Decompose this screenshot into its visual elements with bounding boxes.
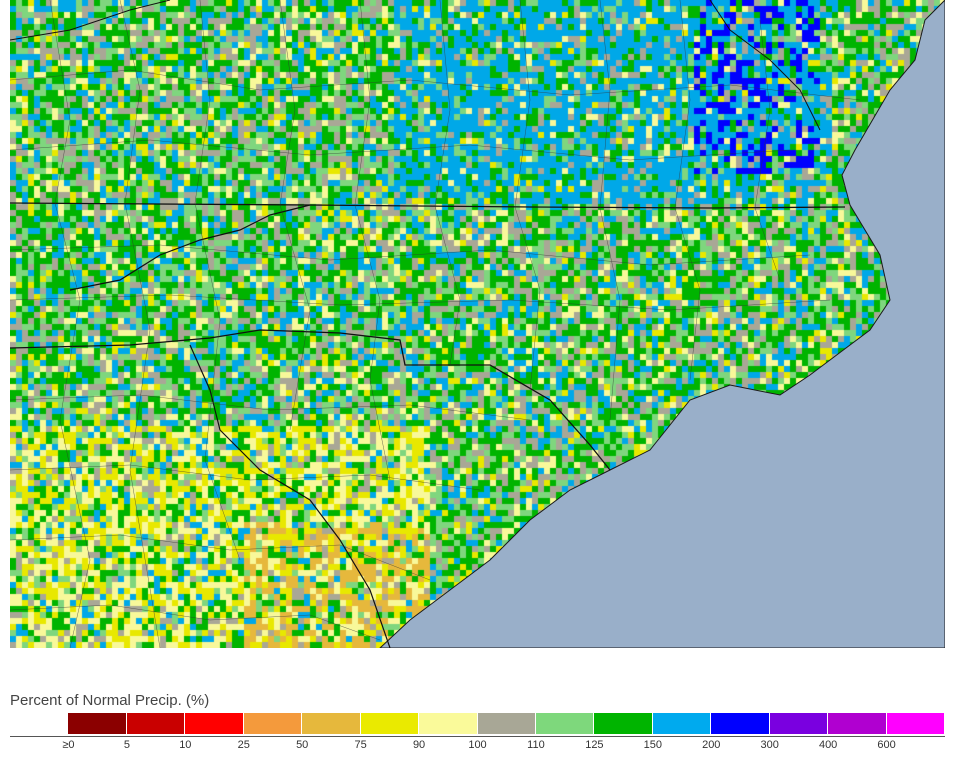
legend-tick-labels: ≥0 5 10 25 50 75 90 100 110 125 150 200 300 400 600: [10, 739, 945, 759]
legend-swatch: [419, 713, 478, 734]
legend-tick-label: 5: [123, 739, 130, 751]
legend-swatch: [652, 713, 712, 734]
legend-tick-label: 110: [527, 739, 545, 751]
precipitation-map: [10, 0, 945, 648]
legend-title: Percent of Normal Precip. (%): [10, 692, 210, 709]
legend-tick-label: 400: [818, 739, 838, 751]
legend-axis: [10, 736, 945, 740]
sc-ga-border: [189, 344, 391, 648]
legend-color-bar: [10, 713, 945, 734]
legend-tick-label: 10: [179, 739, 192, 751]
legend-swatch: [243, 713, 303, 734]
legend-swatch: [68, 713, 127, 734]
legend-swatch: [360, 713, 420, 734]
legend-tick-label: 300: [760, 739, 779, 751]
legend-swatch: [477, 713, 536, 734]
legend-tick-label: 125: [585, 739, 604, 751]
legend-tick-label: 600: [877, 739, 896, 751]
legend-swatch: [828, 713, 887, 734]
legend-swatch: [769, 713, 829, 734]
legend-swatch: [185, 713, 244, 734]
legend-tick-label: 75: [354, 739, 367, 751]
legend-tick-label: 90: [412, 739, 426, 751]
legend-tick-label: ≥0: [62, 739, 75, 751]
tn-nc-border: [69, 204, 311, 291]
legend-tick-label: 200: [702, 739, 721, 751]
legend-swatch: [711, 713, 770, 734]
legend-swatch: [535, 713, 595, 734]
legend-tick-label: 150: [643, 739, 662, 751]
wv-va-border: [10, 0, 171, 41]
boundary-lines: [10, 0, 945, 648]
va-nc-border: [10, 202, 846, 209]
nc-sc-border: [10, 329, 611, 471]
atlantic-ocean: [379, 0, 945, 648]
legend-tick-label: 50: [296, 739, 309, 751]
legend-swatch: [302, 713, 361, 734]
legend-swatch: [126, 713, 186, 734]
legend-swatch: [10, 713, 69, 734]
legend-swatch: [594, 713, 653, 734]
legend-tick-label: 100: [468, 739, 487, 751]
legend-tick-label: 25: [237, 739, 250, 751]
va-md-border: [709, 0, 821, 131]
legend-swatch: [886, 713, 945, 734]
